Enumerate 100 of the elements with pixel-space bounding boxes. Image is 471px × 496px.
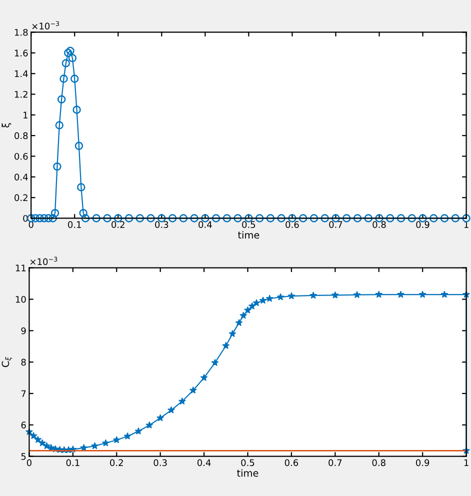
point xyxy=(222,214,232,222)
point xyxy=(136,214,144,222)
x-tick-label: 0.5 xyxy=(242,221,256,228)
point xyxy=(310,214,318,222)
point xyxy=(57,95,66,104)
point xyxy=(124,432,132,440)
y-tick-label: 7 xyxy=(21,390,26,397)
point xyxy=(244,306,252,314)
point xyxy=(234,214,242,222)
point xyxy=(298,214,308,222)
point xyxy=(430,214,438,222)
x-tick-label: 0.6 xyxy=(286,221,299,228)
y-tick-label: 1.8 xyxy=(14,28,28,36)
x-tick-label: 0.5 xyxy=(241,459,254,466)
y-tick-label: 8 xyxy=(21,358,26,366)
x-axis-title: time xyxy=(238,231,260,239)
point xyxy=(102,439,110,446)
point xyxy=(156,414,164,422)
y-tick-label: 1.2 xyxy=(14,90,28,98)
y-tick-label: 0 xyxy=(23,214,28,222)
point xyxy=(70,74,79,83)
y-tick-label: 0.8 xyxy=(14,132,28,140)
point xyxy=(418,290,426,298)
point xyxy=(252,299,260,306)
point xyxy=(34,436,42,443)
point xyxy=(248,302,256,310)
point xyxy=(40,214,48,222)
point xyxy=(266,214,275,222)
point xyxy=(375,290,383,298)
point xyxy=(222,342,230,349)
point xyxy=(72,106,81,114)
point xyxy=(255,214,264,222)
point xyxy=(320,214,329,222)
point xyxy=(266,294,274,302)
y-tick-label: 5 xyxy=(21,453,26,460)
point xyxy=(276,293,284,300)
point xyxy=(462,214,470,222)
point xyxy=(408,214,416,222)
y-tick-label: 1 xyxy=(24,112,28,118)
text: ×10$^{−3}$ xyxy=(32,21,60,30)
point xyxy=(189,386,197,394)
point xyxy=(200,374,208,382)
point xyxy=(310,292,318,299)
y-tick-label: 0.6 xyxy=(14,152,28,160)
point xyxy=(50,208,60,218)
point xyxy=(353,290,361,298)
y-tick-label: 1.6 xyxy=(14,50,28,56)
point xyxy=(364,214,372,222)
point xyxy=(30,432,38,440)
point xyxy=(168,214,177,222)
x-tick-label: 0.4 xyxy=(198,221,212,228)
point xyxy=(211,358,219,366)
x-tick-label: 0.1 xyxy=(66,459,80,466)
point xyxy=(146,421,154,428)
point xyxy=(190,214,198,222)
y-tick-label: 6 xyxy=(21,422,26,428)
point xyxy=(44,214,53,222)
y-tick-label: 11 xyxy=(16,264,26,272)
point xyxy=(178,397,186,405)
x-tick-label: 0.9 xyxy=(416,221,430,228)
y-axis-title: ξ xyxy=(2,123,12,128)
point xyxy=(42,442,50,450)
point xyxy=(259,296,267,304)
point xyxy=(277,214,286,222)
point xyxy=(91,442,98,450)
x-tick-label: 0.3 xyxy=(155,221,168,228)
point xyxy=(112,436,120,444)
point xyxy=(36,214,44,222)
point xyxy=(212,214,220,222)
y-tick-label: 0.2 xyxy=(14,194,28,202)
point xyxy=(451,214,460,222)
x-tick-label: 1 xyxy=(464,459,468,466)
point xyxy=(331,291,339,298)
point xyxy=(60,74,68,83)
point xyxy=(440,214,449,222)
x-tick-label: 0.9 xyxy=(416,459,430,466)
y-tick-label: 1.4 xyxy=(14,70,28,78)
point xyxy=(179,214,188,222)
point xyxy=(396,214,406,222)
point xyxy=(228,330,236,338)
x-axis-title: time xyxy=(237,469,258,477)
point xyxy=(386,214,394,222)
x-tick-label: 0.1 xyxy=(68,221,81,228)
point xyxy=(288,292,296,300)
x-tick-label: 0.7 xyxy=(329,221,342,228)
point xyxy=(48,214,57,222)
x-tick-label: 0.8 xyxy=(372,459,386,466)
x-tick-label: 0.3 xyxy=(154,459,167,466)
point xyxy=(74,142,84,150)
point xyxy=(235,318,243,326)
y-tick-label: 0.4 xyxy=(14,174,28,180)
point xyxy=(134,427,142,434)
point xyxy=(353,214,362,222)
point xyxy=(64,48,72,58)
point xyxy=(79,208,88,218)
point xyxy=(62,59,70,68)
y-axis-title: C$_{ξ}$ xyxy=(2,356,12,368)
point xyxy=(397,290,404,298)
y-tick-label: 10 xyxy=(16,296,26,303)
point xyxy=(342,214,351,222)
